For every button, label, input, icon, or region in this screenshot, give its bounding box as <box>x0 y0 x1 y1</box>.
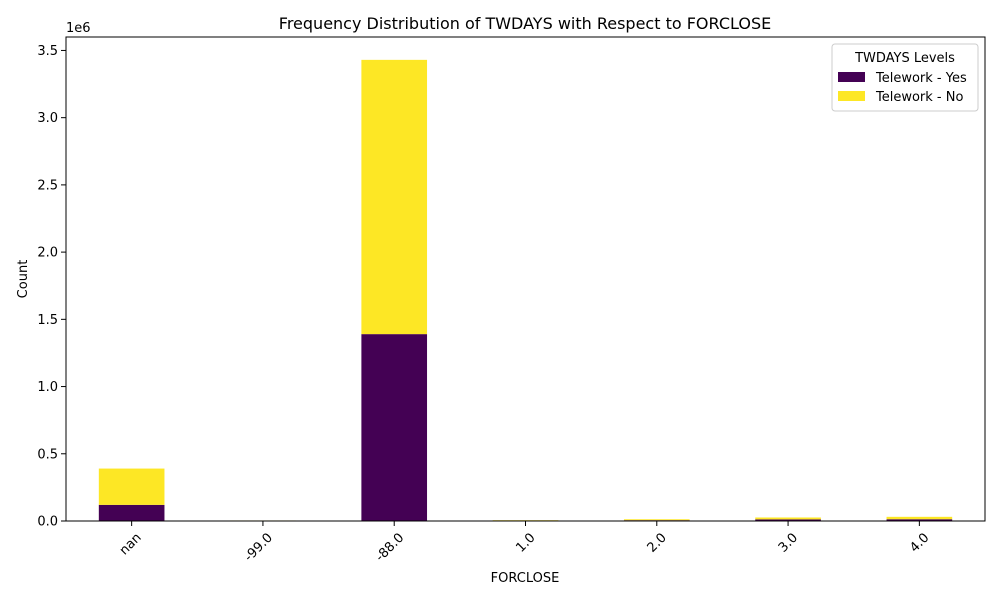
x-tick-label: 3.0 <box>776 530 801 555</box>
x-tick-label: -88.0 <box>373 530 407 564</box>
bar-no-2 <box>361 59 428 335</box>
x-axis: nan -99.0 -88.0 1.0 2.0 3.0 4.0 <box>117 521 932 565</box>
y-tick-label: 1.0 <box>37 380 58 395</box>
bar-no-6 <box>886 516 953 520</box>
x-tick-label: nan <box>117 530 145 558</box>
bar-yes-5 <box>755 519 821 521</box>
y-axis-title: Count <box>16 260 31 299</box>
x-tick-label: 2.0 <box>645 530 670 555</box>
y-tick-label: 2.5 <box>37 178 58 193</box>
legend-label-no: Telework - No <box>875 90 963 105</box>
y-axis: 0.0 0.5 1.0 1.5 2.0 2.5 3.0 3.5 <box>37 44 66 530</box>
chart-title: Frequency Distribution of TWDAYS with Re… <box>279 14 771 33</box>
legend: TWDAYS Levels Telework - Yes Telework - … <box>831 43 979 112</box>
bar-yes-2 <box>361 334 428 521</box>
x-tick-label: -99.0 <box>242 530 276 564</box>
bar-no-0 <box>98 468 165 505</box>
y-tick-label: 0.0 <box>37 515 58 530</box>
bar-no-4 <box>623 519 690 521</box>
x-tick-label: 4.0 <box>907 530 932 555</box>
y-tick-label: 0.5 <box>37 447 58 462</box>
bars-group <box>98 59 953 521</box>
legend-swatch-no <box>838 91 865 101</box>
plot-frame <box>65 36 986 522</box>
bar-yes-6 <box>886 519 953 521</box>
bar-no-5 <box>755 517 821 520</box>
y-tick-label: 3.0 <box>37 111 58 126</box>
legend-title: TWDAYS Levels <box>854 51 955 66</box>
y-offset-label: 1e6 <box>66 21 91 36</box>
y-tick-label: 1.5 <box>37 313 58 328</box>
x-axis-title: FORCLOSE <box>491 571 560 586</box>
legend-label-yes: Telework - Yes <box>875 71 967 86</box>
legend-box <box>831 43 979 112</box>
x-tick-label: 1.0 <box>513 530 538 555</box>
bar-yes-0 <box>98 504 165 521</box>
y-tick-label: 2.0 <box>37 246 58 261</box>
y-tick-label: 3.5 <box>37 44 58 59</box>
legend-swatch-yes <box>838 72 865 82</box>
